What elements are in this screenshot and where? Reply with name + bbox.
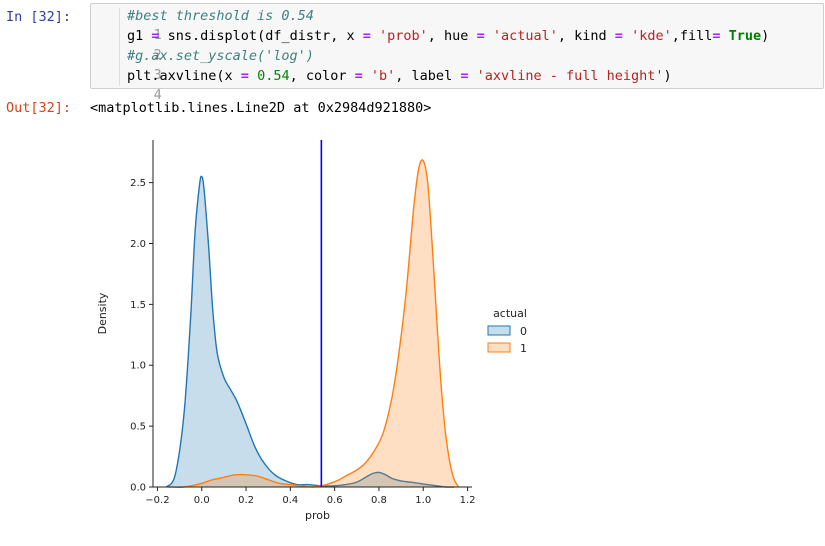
line-number: 4 xyxy=(153,87,162,103)
y-tick-label: 0.0 xyxy=(130,483,146,494)
x-axis-label: prob xyxy=(305,509,330,522)
code-text: g1 = sns.displot(df_distr, x = 'prob', h… xyxy=(127,28,770,44)
output-text: <matplotlib.lines.Line2D at 0x2984d92188… xyxy=(90,100,432,116)
code-comment: #g.ax.set_yscale('log') xyxy=(127,48,314,64)
y-tick-label: 0.5 xyxy=(130,422,146,433)
legend-title: actual xyxy=(493,307,527,320)
output-prompt: Out[32]: xyxy=(6,100,72,116)
line-number: 1 xyxy=(153,27,162,43)
y-axis-label: Density xyxy=(96,292,109,334)
legend-swatch-0 xyxy=(487,325,511,336)
x-tick-label: 0.2 xyxy=(238,495,254,506)
kde-area-1 xyxy=(168,159,459,488)
x-tick-label: −0.2 xyxy=(145,495,169,506)
line-number: 2 xyxy=(153,47,162,63)
y-tick-label: 1.5 xyxy=(130,300,146,311)
code-text: plt.axvline(x = 0.54, color = 'b', label… xyxy=(127,68,672,84)
code-line-3[interactable]: 3 #g.ax.set_yscale('log') xyxy=(91,47,314,83)
x-tick-label: 0.0 xyxy=(194,495,210,506)
kde-area-0 xyxy=(166,176,455,488)
code-line-4[interactable]: 4 plt.axvline(x = 0.54, color = 'b', lab… xyxy=(91,67,672,103)
line-number: 3 xyxy=(153,67,162,83)
legend-swatch-1 xyxy=(487,342,511,353)
y-tick-label: 2.0 xyxy=(130,239,146,250)
kde-line-1 xyxy=(168,159,460,488)
kde-line-0 xyxy=(165,175,455,488)
x-tick-label: 0.6 xyxy=(327,495,343,506)
x-tick-label: 0.8 xyxy=(371,495,387,506)
x-tick-label: 1.2 xyxy=(460,495,476,506)
x-tick-label: 0.4 xyxy=(282,495,298,506)
line-gutter xyxy=(119,8,120,86)
x-tick-label: 1.0 xyxy=(415,495,431,506)
y-tick-label: 2.5 xyxy=(130,178,146,189)
input-prompt: In [32]: xyxy=(6,9,72,25)
y-tick-label: 1.0 xyxy=(130,361,146,372)
code-comment: #best threshold is 0.54 xyxy=(127,8,314,24)
legend-label-1: 1 xyxy=(520,342,527,355)
legend-label-0: 0 xyxy=(520,325,527,338)
code-editor[interactable]: 1 #best threshold is 0.54 2 g1 = sns.dis… xyxy=(90,3,824,103)
code-line-1[interactable]: 1 #best threshold is 0.54 xyxy=(91,7,314,43)
code-line-2[interactable]: 2 g1 = sns.displot(df_distr, x = 'prob',… xyxy=(91,27,769,63)
